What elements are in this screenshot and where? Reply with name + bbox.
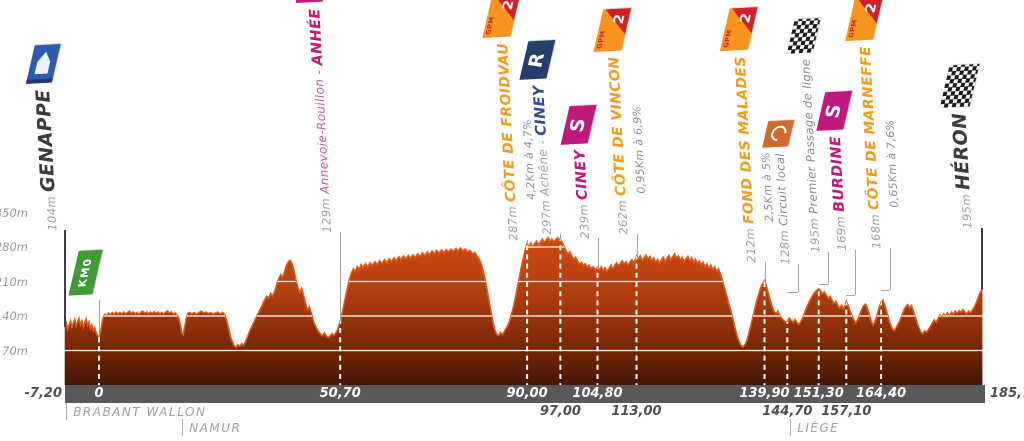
elevation-outline: [63, 236, 984, 349]
